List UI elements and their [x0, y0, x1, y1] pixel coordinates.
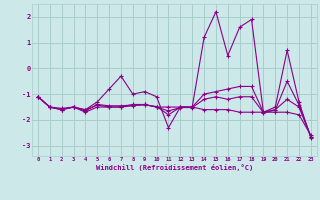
X-axis label: Windchill (Refroidissement éolien,°C): Windchill (Refroidissement éolien,°C)	[96, 164, 253, 171]
